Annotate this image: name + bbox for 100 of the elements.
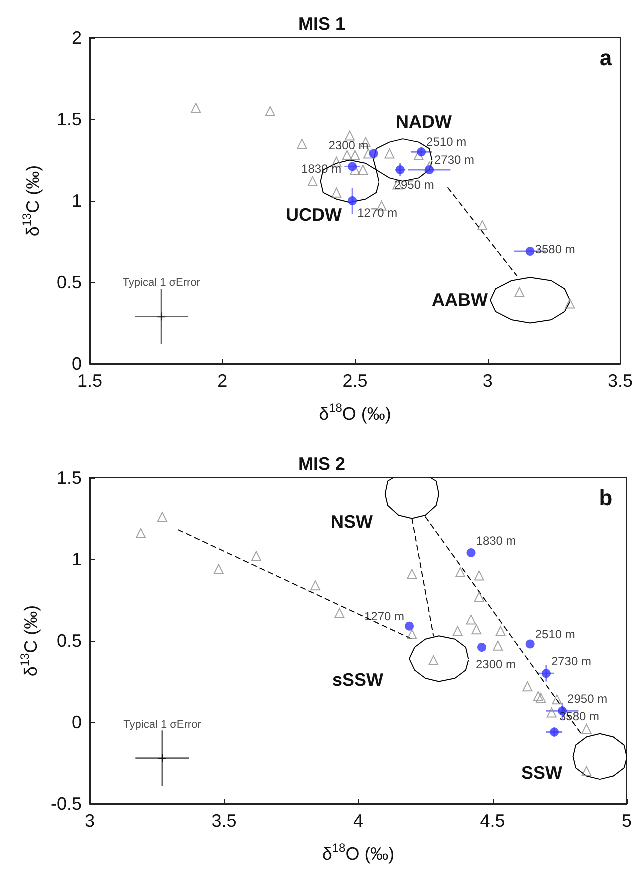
point <box>514 287 525 298</box>
annotation: 3580 m <box>535 242 576 257</box>
annotation: 1270 m <box>358 206 398 220</box>
x-tick-label: 3.5 <box>608 371 634 391</box>
annotation: AABW <box>432 290 488 310</box>
point <box>157 512 168 522</box>
point <box>332 188 342 198</box>
point <box>136 528 146 538</box>
y-tick-label: 1 <box>72 191 82 211</box>
annotation: 2950 m <box>394 178 434 192</box>
x-tick-label: 3 <box>482 371 493 391</box>
point <box>342 150 352 160</box>
annotation: NSW <box>331 512 374 532</box>
x-tick-label: 2 <box>218 371 228 391</box>
point <box>456 568 466 578</box>
point <box>522 682 533 692</box>
annotation: SSW <box>521 763 563 783</box>
point <box>474 570 484 581</box>
point <box>369 149 378 158</box>
point <box>407 569 418 580</box>
y-tick-label: 0 <box>72 712 82 732</box>
point <box>466 614 476 625</box>
point <box>466 548 476 558</box>
point <box>550 728 560 737</box>
point <box>265 106 276 116</box>
annotation: 2510 m <box>426 135 467 150</box>
point <box>533 691 544 702</box>
point <box>478 220 488 230</box>
annotation: a <box>600 46 613 70</box>
point <box>496 626 506 636</box>
point <box>191 103 202 114</box>
y-axis-title: δ13C (‰) <box>20 165 43 237</box>
line-series <box>572 733 628 780</box>
y-tick-label: 1.5 <box>56 110 82 130</box>
point <box>344 130 355 141</box>
point <box>348 196 358 206</box>
annotation: UCDW <box>286 205 342 225</box>
point <box>552 694 562 705</box>
annotation: 2300 m <box>328 138 369 153</box>
annotation: b <box>599 486 613 510</box>
y-tick-label: 0.5 <box>56 272 82 292</box>
point <box>582 724 592 734</box>
point <box>526 247 535 256</box>
x-tick-label: 3.5 <box>212 811 237 831</box>
point <box>425 166 434 175</box>
chart-title: MIS 1 <box>298 14 346 34</box>
y-axis-title: δ13C (‰) <box>18 605 42 677</box>
annotation: 2300 m <box>476 658 516 672</box>
point <box>407 629 418 640</box>
point <box>310 580 321 591</box>
point <box>334 608 345 618</box>
point <box>417 148 426 157</box>
x-tick-label: 4 <box>353 811 364 831</box>
chart-title: MIS 2 <box>298 454 346 474</box>
point <box>350 150 360 160</box>
point <box>384 148 395 159</box>
point <box>452 626 463 636</box>
y-tick-label: 2 <box>72 28 82 48</box>
point <box>364 148 374 159</box>
annotation: 1270 m <box>364 609 405 624</box>
point <box>478 643 487 652</box>
point <box>542 669 551 678</box>
point <box>565 298 576 309</box>
annotation: NADW <box>396 112 452 132</box>
x-tick-label: 3 <box>84 811 96 831</box>
point <box>251 551 262 562</box>
annotation: 3580 m <box>560 709 600 724</box>
y-tick-label: 1 <box>72 550 82 570</box>
y-tick-label: 0 <box>72 354 82 374</box>
point <box>424 162 435 172</box>
text: Typical 1 σError <box>124 718 202 731</box>
point <box>348 162 358 172</box>
point <box>493 640 504 651</box>
y-tick-label: 1.5 <box>56 468 82 488</box>
point <box>158 312 166 321</box>
annotation: 2730 m <box>551 654 592 669</box>
text: Typical 1 σError <box>122 277 201 290</box>
annotation: 1830 m <box>476 534 516 548</box>
point <box>214 564 224 574</box>
x-tick-label: 2.5 <box>342 371 368 391</box>
x-tick-label: 5 <box>622 811 632 831</box>
annotation: sSSW <box>332 670 384 690</box>
point <box>405 622 414 631</box>
point <box>582 766 592 776</box>
x-tick-label: 4.5 <box>480 811 506 831</box>
point <box>428 656 439 666</box>
point <box>358 165 368 176</box>
annotation: 2730 m <box>434 153 475 168</box>
point <box>332 156 342 167</box>
point <box>308 176 318 186</box>
point <box>472 624 482 635</box>
y-tick-label: 0.5 <box>56 631 82 651</box>
point <box>474 592 484 602</box>
point <box>546 708 557 718</box>
annotation: 1830 m <box>302 162 342 176</box>
annotation: 2510 m <box>535 627 576 642</box>
y-tick-label: -0.5 <box>50 794 82 814</box>
point <box>297 138 308 149</box>
point <box>536 693 546 704</box>
annotation: 2950 m <box>568 692 608 706</box>
